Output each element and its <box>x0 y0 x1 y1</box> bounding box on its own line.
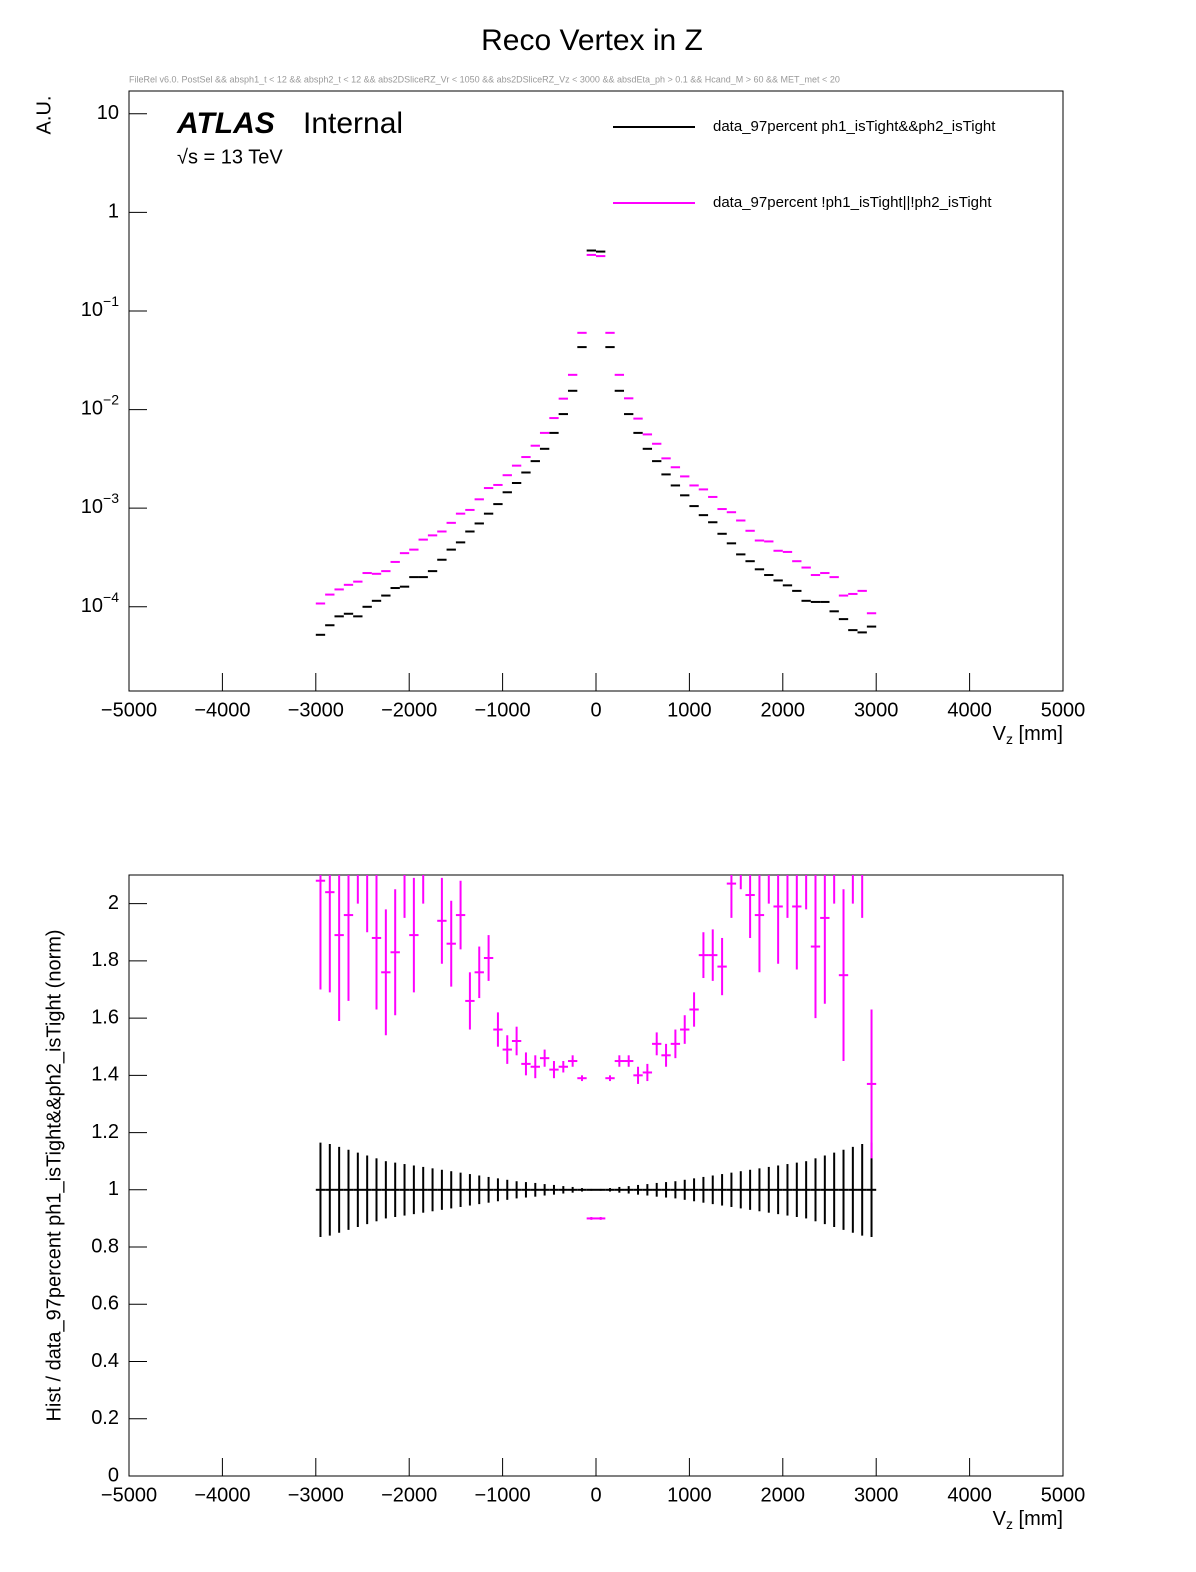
x-tick-label: 4000 <box>947 699 992 721</box>
legend-label: data_97percent ph1_isTight&&ph2_isTight <box>713 118 996 135</box>
plot-area <box>315 249 877 636</box>
y-tick-label: 10−4 <box>81 588 119 617</box>
x-tick-label: −3000 <box>288 1484 344 1506</box>
y-tick-base: 10 <box>81 496 103 518</box>
y-tick-label: 1 <box>108 201 119 223</box>
y-tick-exponent: −3 <box>103 490 119 506</box>
y-tick-label: 10−3 <box>81 490 119 519</box>
y-tick-label: 0.8 <box>91 1235 119 1257</box>
x-axis-label-part: [mm] <box>1013 723 1063 745</box>
internal-label: Internal <box>303 107 403 140</box>
y-tick-exponent: −4 <box>103 588 119 604</box>
y-tick-exponent: −2 <box>103 391 119 407</box>
x-tick-label: −5000 <box>101 699 157 721</box>
energy-label: √s = 13 TeV <box>177 146 283 168</box>
x-tick-label: −2000 <box>381 1484 437 1506</box>
y-tick-label: 1.2 <box>91 1121 119 1143</box>
x-axis-label: Vz [mm] <box>993 1508 1063 1531</box>
y-tick-label: 10 <box>97 102 119 124</box>
x-tick-label: 3000 <box>854 699 899 721</box>
x-tick-label: −3000 <box>288 699 344 721</box>
x-tick-label: −2000 <box>381 699 437 721</box>
x-tick-label: −4000 <box>194 699 250 721</box>
y-tick-base: 10 <box>81 398 103 420</box>
x-axis-label-part: V <box>993 1508 1007 1530</box>
y-tick-label: 2 <box>108 892 119 914</box>
y-tick-exponent: −1 <box>103 293 119 309</box>
y-tick-label: 0.2 <box>91 1407 119 1429</box>
atlas-label: ATLAS <box>176 107 275 140</box>
y-tick-base: 10 <box>81 299 103 321</box>
x-tick-label: 0 <box>590 1484 601 1506</box>
subtitle: FileRel v6.0. PostSel && absph1_t < 12 &… <box>129 74 840 84</box>
x-axis-label: Vz [mm] <box>993 723 1063 746</box>
x-axis-label-part: [mm] <box>1013 1508 1063 1530</box>
y-tick-label: 1.6 <box>91 1006 119 1028</box>
y-tick-label: 1 <box>108 1178 119 1200</box>
plot-frame <box>128 874 1064 1477</box>
legend-label: data_97percent !ph1_isTight||!ph2_isTigh… <box>713 194 992 211</box>
y-tick-label: 1.4 <box>91 1064 119 1086</box>
y-axis-label: Hist / data_97percent ph1_isTight&&ph2_i… <box>43 929 65 1421</box>
x-tick-label: −1000 <box>475 699 531 721</box>
chart-title: Reco Vertex in Z <box>481 24 703 57</box>
x-tick-label: 4000 <box>947 1484 992 1506</box>
y-tick-base: 10 <box>81 595 103 617</box>
x-tick-label: 0 <box>590 699 601 721</box>
x-tick-label: 3000 <box>854 1484 899 1506</box>
x-axis-label-part: z <box>1006 1516 1013 1532</box>
x-tick-label: 1000 <box>667 699 712 721</box>
y-tick-label: 0.4 <box>91 1350 119 1372</box>
x-tick-label: 5000 <box>1041 699 1086 721</box>
y-tick-label: 10−2 <box>81 391 119 420</box>
x-tick-label: 1000 <box>667 1484 712 1506</box>
x-tick-label: −4000 <box>194 1484 250 1506</box>
plot-frame <box>128 90 1064 692</box>
x-tick-label: 2000 <box>761 1484 806 1506</box>
x-tick-label: −1000 <box>475 1484 531 1506</box>
x-axis-label-part: z <box>1006 731 1013 747</box>
x-axis-label-part: V <box>993 723 1007 745</box>
y-tick-label: 0 <box>108 1464 119 1486</box>
y-axis-label: A.U. <box>33 96 55 135</box>
y-tick-label: 1.8 <box>91 949 119 971</box>
x-tick-label: −5000 <box>101 1484 157 1506</box>
x-tick-label: 2000 <box>761 699 806 721</box>
y-tick-label: 0.6 <box>91 1293 119 1315</box>
y-tick-label: 10−1 <box>81 293 119 322</box>
x-tick-label: 5000 <box>1041 1484 1086 1506</box>
plot-area <box>315 875 877 1238</box>
